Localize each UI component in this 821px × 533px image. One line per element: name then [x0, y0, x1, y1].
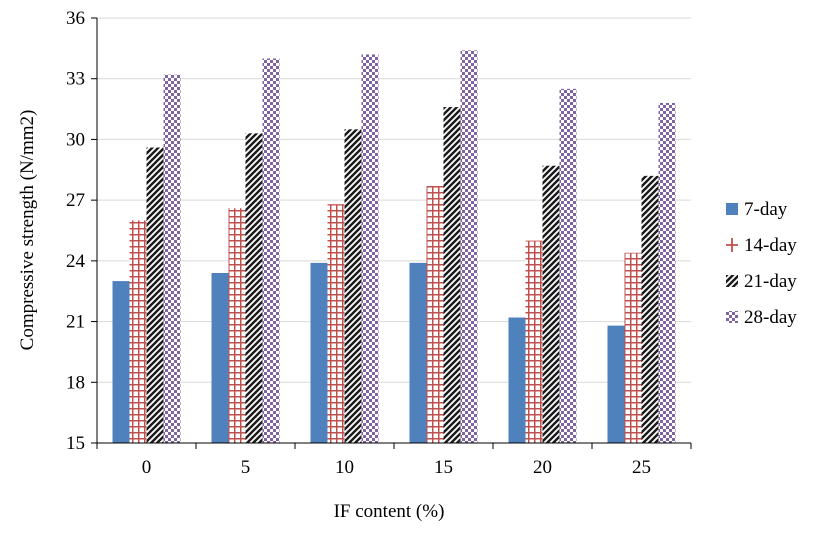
legend-item-14-day: 14-day — [726, 235, 797, 256]
y-tick-label: 36 — [66, 8, 85, 29]
tick-labels: 15 18 21 24 27 30 33 36 0 5 10 15 20 25 — [66, 8, 651, 478]
y-axis-title: Compressive strength (N/mm2) — [17, 110, 38, 351]
bar-14-day-5 — [228, 208, 246, 443]
bar-7-day-25 — [607, 325, 625, 443]
bar-28-day-15 — [460, 50, 478, 443]
y-tick-label: 18 — [66, 372, 85, 393]
bar-7-day-0 — [112, 281, 130, 443]
bar-28-day-5 — [262, 58, 280, 443]
bar-28-day-20 — [559, 88, 577, 443]
bar-21-day-15 — [443, 107, 461, 444]
gridlines — [97, 17, 691, 383]
legend-swatch — [726, 275, 738, 287]
bar-21-day-0 — [146, 147, 164, 443]
bar-14-day-0 — [129, 220, 147, 443]
bar-28-day-25 — [658, 103, 676, 443]
bar-28-day-0 — [163, 74, 181, 444]
legend-label: 21-day — [744, 271, 797, 292]
legend-swatch — [726, 203, 738, 215]
bar-21-day-5 — [245, 133, 263, 443]
legend-swatch — [726, 311, 738, 323]
x-tick-label: 20 — [533, 457, 552, 478]
y-tick-label: 21 — [66, 312, 85, 333]
bar-14-day-25 — [624, 252, 642, 443]
bar-7-day-10 — [310, 262, 328, 443]
bar-21-day-25 — [641, 175, 659, 443]
bar-7-day-15 — [409, 262, 427, 443]
bar-14-day-10 — [327, 204, 345, 443]
y-tick-label: 33 — [66, 69, 85, 90]
x-tick-label: 5 — [241, 457, 251, 478]
bar-21-day-20 — [542, 165, 560, 443]
axes — [91, 17, 692, 449]
legend-item-7-day: 7-day — [726, 199, 788, 220]
legend-item-28-day: 28-day — [726, 307, 797, 328]
bar-14-day-15 — [426, 185, 444, 443]
bars — [112, 50, 676, 444]
legend-label: 28-day — [744, 307, 797, 328]
y-tick-label: 30 — [66, 129, 85, 150]
y-tick-label: 15 — [66, 433, 85, 454]
legend-label: 7-day — [744, 199, 788, 220]
legend-label: 14-day — [744, 235, 797, 256]
bar-21-day-10 — [344, 129, 362, 444]
x-axis-title: IF content (%) — [334, 501, 445, 522]
bar-7-day-5 — [211, 273, 229, 443]
y-tick-label: 24 — [66, 251, 86, 272]
bar-14-day-20 — [525, 240, 543, 443]
legend: 7-day 14-day 21-day 28-day — [726, 199, 797, 328]
legend-swatch — [726, 238, 738, 252]
bar-28-day-10 — [361, 54, 379, 444]
x-tick-label: 10 — [335, 457, 354, 478]
x-tick-label: 25 — [632, 457, 651, 478]
bar-7-day-20 — [508, 317, 526, 443]
x-tick-label: 15 — [434, 457, 453, 478]
y-tick-label: 27 — [66, 190, 85, 211]
legend-item-21-day: 21-day — [726, 271, 797, 292]
x-tick-label: 0 — [142, 457, 152, 478]
